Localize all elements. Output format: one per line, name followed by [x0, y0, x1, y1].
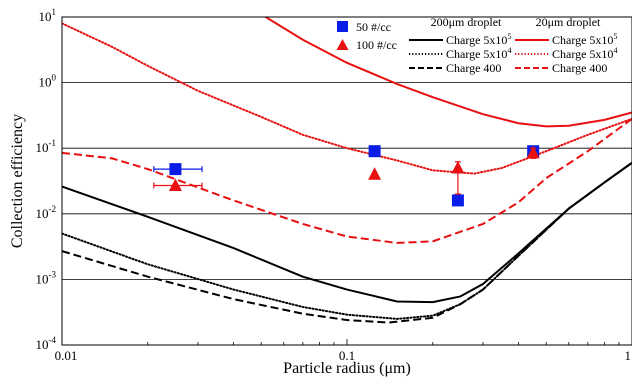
y-tick-label: 10-1 — [36, 138, 57, 155]
y-tick-label: 10-2 — [36, 204, 57, 221]
y-tick-exponent: -2 — [49, 204, 57, 214]
y-axis-title: Collection efficiency — [9, 114, 26, 248]
y-tick-exponent: -1 — [49, 138, 57, 148]
data-point-square — [451, 194, 464, 207]
measured-points — [153, 145, 540, 207]
legend-marker-label: 100 #/cc — [356, 38, 397, 52]
gridlines — [62, 82, 632, 280]
y-tick-label: 100 — [39, 73, 57, 90]
legend-marker-label: 50 #/cc — [356, 20, 391, 34]
legend-line-exponent: 4 — [613, 46, 617, 55]
y-tick-label: 101 — [39, 7, 57, 24]
y-tick-base: 10 — [36, 337, 49, 352]
legend-line-text: Charge 5x10 — [552, 33, 613, 47]
data-point-triangle — [451, 160, 465, 174]
x-tick-label: 0.1 — [339, 348, 355, 363]
data-point-triangle — [168, 178, 182, 192]
y-tick-exponent: -4 — [49, 335, 57, 345]
y-tick-base: 10 — [36, 271, 49, 286]
y-tick-base: 10 — [39, 9, 52, 24]
series-line-5 — [263, 17, 632, 128]
y-tick-label: 10-4 — [36, 335, 57, 352]
x-axis-title: Particle radius (μm) — [283, 360, 411, 377]
data-point-square — [368, 145, 381, 158]
series-line-3 — [62, 161, 632, 320]
y-tick-base: 10 — [39, 75, 52, 90]
legend-line-label: Charge 400 — [446, 61, 501, 75]
legend-line-exponent: 4 — [507, 46, 511, 55]
legend-line-exponent: 5 — [507, 32, 511, 41]
legend-line-text: Charge 400 — [446, 61, 501, 75]
legend-line-exponent: 5 — [613, 32, 617, 41]
legend-line-text: Charge 5x10 — [446, 33, 507, 47]
series-line-2 — [62, 161, 632, 304]
data-point-triangle — [368, 167, 382, 180]
legend-line-label: Charge 5x105 — [552, 32, 617, 47]
y-tick-exponent: 1 — [52, 7, 57, 17]
legend-line-label: Charge 5x104 — [552, 46, 617, 61]
legend-line-text: Charge 400 — [552, 61, 607, 75]
series-line-7 — [62, 118, 632, 244]
x-tick-label: 0.01 — [55, 348, 78, 363]
y-tick-exponent: -3 — [49, 269, 57, 279]
data-point-square — [169, 163, 182, 176]
legend-square-icon — [337, 21, 348, 32]
y-tick-label: 10-3 — [36, 269, 57, 286]
plot-frame — [61, 16, 632, 346]
legend-group-title: 20μm droplet — [536, 15, 601, 29]
legend-line-label: Charge 5x105 — [446, 32, 511, 47]
x-tick-label: 1 — [625, 348, 632, 363]
y-tick-exponent: 0 — [52, 73, 57, 83]
legend-line-label: Charge 400 — [552, 61, 607, 75]
legend-line-text: Charge 5x10 — [446, 47, 507, 61]
data-point-triangle — [526, 145, 540, 159]
legend-line-text: Charge 5x10 — [552, 47, 613, 61]
y-tick-base: 10 — [36, 140, 49, 155]
legend-triangle-icon — [336, 39, 349, 50]
model-curves — [62, 17, 632, 324]
series-line-4 — [62, 161, 632, 324]
legend-group-title: 200μm droplet — [431, 15, 502, 29]
y-tick-base: 10 — [36, 206, 49, 221]
legend: 50 #/cc 100 #/cc 200μm droplet 20μm droplet… — [336, 15, 617, 75]
series-line-6 — [62, 22, 632, 175]
legend-line-label: Charge 5x104 — [446, 46, 511, 61]
